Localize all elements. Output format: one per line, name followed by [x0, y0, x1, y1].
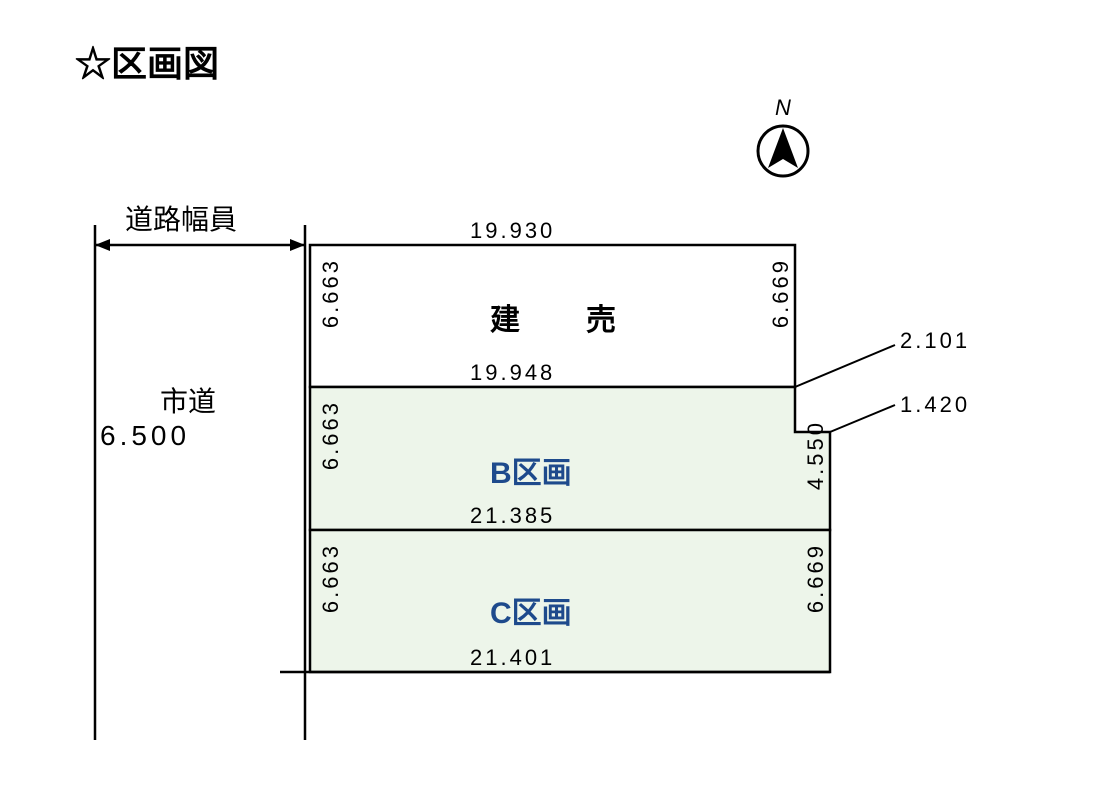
callout-notch-1: 2.101 — [900, 328, 970, 354]
lot-a-right-dim: 6.669 — [768, 258, 794, 328]
callout-notch-2: 1.420 — [900, 392, 970, 418]
lot-b-label: B区画 — [490, 448, 572, 492]
lot-a-left-dim: 6.663 — [318, 258, 344, 328]
compass-icon — [755, 123, 811, 179]
lot-c-right-dim: 6.669 — [803, 543, 829, 613]
compass: N — [755, 95, 811, 184]
road-width-label: 道路幅員 — [125, 198, 237, 238]
lot-c-label: C区画 — [490, 588, 572, 632]
road-name-label: 市道 — [160, 380, 216, 420]
lot-a-label: 建 売 — [490, 295, 634, 339]
lot-c-bottom-dim: 21.401 — [470, 645, 555, 671]
diagram-title: ☆区画図 — [75, 35, 219, 87]
road-width-value: 6.500 — [100, 420, 190, 452]
lot-a-bottom-dim: 19.948 — [470, 360, 555, 386]
lot-a-top-dim: 19.930 — [470, 218, 555, 244]
lot-b-left-dim: 6.663 — [318, 400, 344, 470]
lot-b-bottom-dim: 21.385 — [470, 503, 555, 529]
lot-b-right-dim: 4.550 — [803, 420, 829, 490]
lot-c-left-dim: 6.663 — [318, 543, 344, 613]
compass-n-label: N — [755, 95, 811, 121]
